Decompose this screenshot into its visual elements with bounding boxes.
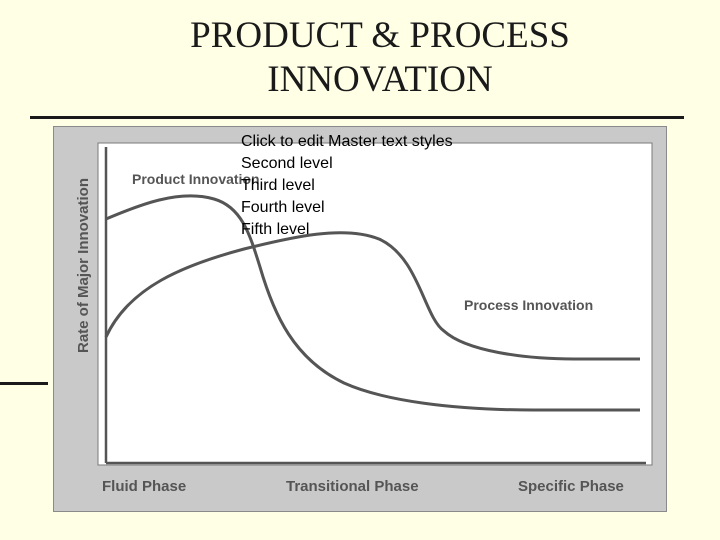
phase-label-transitional: Transitional Phase [286,478,419,495]
product-innovation-curve [105,194,640,412]
placeholder-level-5: Fifth level [241,221,310,238]
innovation-diagram-svg: Rate of Major Innovation Product Innovat… [75,142,653,495]
placeholder-level-2: Second level [241,155,333,172]
placeholder-text-box[interactable]: Click to edit Master text styles Second … [241,131,453,241]
innovation-diagram: Rate of Major Innovation Product Innovat… [53,126,667,512]
process-innovation-label: Process Innovation [464,297,593,313]
title-line-2: INNOVATION [267,59,493,100]
phase-label-fluid: Fluid Phase [102,478,186,495]
product-innovation-label: Product Innovation [132,171,260,187]
title-line-1: PRODUCT & PROCESS [190,15,570,56]
phase-label-specific: Specific Phase [518,478,624,495]
left-accent-line [0,382,48,385]
placeholder-level-3: Third level [241,177,315,194]
process-innovation-curve [104,231,640,361]
title-underline [30,116,684,119]
y-axis-label: Rate of Major Innovation [75,178,92,353]
placeholder-level-4: Fourth level [241,199,325,216]
placeholder-level-1: Click to edit Master text styles [241,133,453,150]
slide-title: PRODUCT & PROCESS INNOVATION [120,14,640,102]
